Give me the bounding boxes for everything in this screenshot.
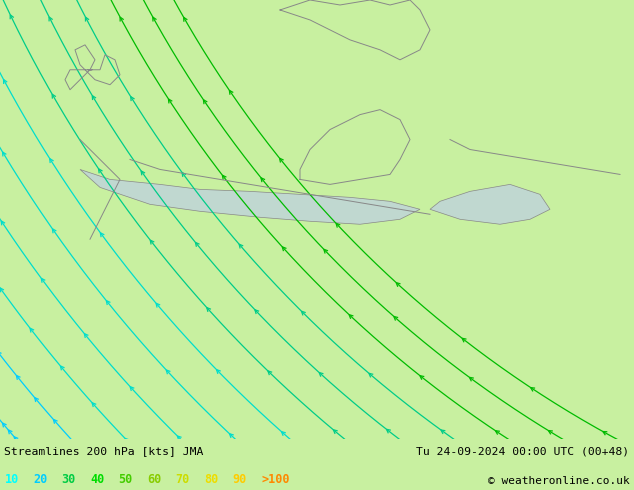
Text: © weatheronline.co.uk: © weatheronline.co.uk: [488, 476, 630, 486]
Text: 20: 20: [33, 473, 47, 486]
Text: 40: 40: [90, 473, 104, 486]
Text: 30: 30: [61, 473, 75, 486]
Text: Streamlines 200 hPa [kts] JMA: Streamlines 200 hPa [kts] JMA: [4, 446, 204, 456]
Text: 90: 90: [233, 473, 247, 486]
Text: 70: 70: [176, 473, 190, 486]
Text: 80: 80: [204, 473, 218, 486]
Text: Tu 24-09-2024 00:00 UTC (00+48): Tu 24-09-2024 00:00 UTC (00+48): [417, 446, 630, 456]
Polygon shape: [430, 184, 550, 224]
Text: 60: 60: [147, 473, 161, 486]
Polygon shape: [80, 170, 420, 224]
Text: >100: >100: [261, 473, 290, 486]
Text: 50: 50: [119, 473, 133, 486]
Text: 10: 10: [4, 473, 18, 486]
